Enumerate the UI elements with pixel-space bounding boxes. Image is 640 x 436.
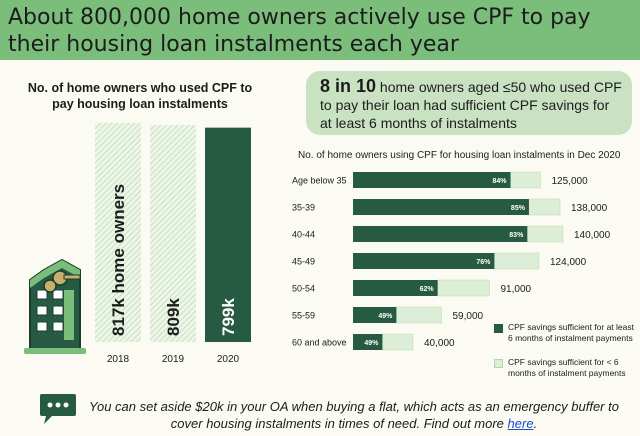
- chat-bubble-icon: [40, 394, 76, 424]
- x-tick-label: 2018: [107, 354, 130, 365]
- callout-text: 8 in 10 home owners aged ≤50 who used CP…: [320, 77, 624, 132]
- total-label: 91,000: [501, 284, 532, 295]
- right-chart-title: No. of home owners using CPF for housing…: [298, 150, 621, 161]
- total-label: 125,000: [552, 176, 589, 187]
- percent-label: 49%: [378, 313, 393, 320]
- total-label: 138,000: [571, 203, 608, 214]
- callout-box: 8 in 10 home owners aged ≤50 who used CP…: [306, 71, 632, 135]
- bar-2018: [95, 122, 141, 343]
- legend-label: CPF savings sufficient for < 6 months of…: [508, 357, 626, 378]
- bar-2020: [205, 127, 251, 342]
- bar-insufficient: [382, 333, 414, 351]
- bar-label: 809k: [164, 298, 183, 336]
- total-label: 59,000: [453, 311, 484, 322]
- percent-label: 83%: [509, 232, 524, 239]
- y-tick-label: 35-39: [292, 203, 315, 213]
- legend-swatch-dark: [494, 324, 503, 333]
- y-tick-label: 60 and above: [292, 338, 347, 348]
- x-tick-label: 2019: [162, 354, 185, 365]
- footer-body: You can set aside $20k in your OA when b…: [89, 399, 619, 431]
- building-with-key-icon: [24, 258, 86, 354]
- chart-legend: CPF savings sufficient for at least 6 mo…: [494, 322, 634, 392]
- find-out-more-link[interactable]: here: [507, 416, 534, 431]
- percent-label: 49%: [364, 340, 379, 347]
- bar-sufficient: [353, 280, 438, 296]
- bar-sufficient: [353, 199, 529, 215]
- y-tick-label: 55-59: [292, 311, 315, 321]
- bar-label: 817k home owners: [109, 184, 128, 336]
- total-label: 140,000: [574, 230, 611, 241]
- bar-2019: [150, 124, 196, 342]
- bar-insufficient: [437, 279, 490, 297]
- callout-highlight: 8 in 10: [320, 76, 377, 96]
- bar-insufficient: [494, 252, 540, 270]
- right-stacked-bar-chart: Age below 35 84% 125,000 35-39 85% 138,000 40-…: [292, 171, 611, 351]
- legend-item-insufficient: CPF savings sufficient for < 6 months of…: [494, 357, 634, 379]
- y-tick-label: Age below 35: [292, 176, 347, 186]
- percent-label: 84%: [492, 178, 507, 185]
- y-tick-label: 50-54: [292, 284, 315, 294]
- bar-sufficient: [353, 172, 511, 188]
- bar-sufficient: [353, 307, 397, 323]
- left-bar-chart: 817k home owners 2018 809k 2019 799k 2020: [24, 122, 251, 365]
- bar-insufficient: [396, 306, 442, 324]
- y-tick-label: 45-49: [292, 257, 315, 267]
- y-tick-label: 40-44: [292, 230, 315, 240]
- x-tick-label: 2020: [217, 354, 240, 365]
- left-chart-title: No. of home owners who used CPF to pay h…: [27, 81, 253, 111]
- bar-insufficient: [528, 198, 561, 216]
- bar-insufficient: [527, 225, 564, 243]
- title-banner: About 800,000 home owners actively use C…: [0, 0, 640, 60]
- page-title: About 800,000 home owners actively use C…: [8, 5, 591, 57]
- percent-label: 76%: [476, 259, 491, 266]
- bar-sufficient: [353, 334, 383, 350]
- bar-sufficient: [353, 226, 528, 242]
- legend-label: CPF savings sufficient for at least 6 mo…: [508, 322, 634, 343]
- footer-end: .: [533, 416, 538, 431]
- legend-item-sufficient: CPF savings sufficient for at least 6 mo…: [494, 322, 634, 344]
- percent-label: 62%: [420, 286, 435, 293]
- bar-sufficient: [353, 253, 495, 269]
- percent-label: 85%: [511, 205, 526, 212]
- total-label: 124,000: [550, 257, 587, 268]
- legend-swatch-light: [494, 359, 503, 368]
- footer-text: You can set aside $20k in your OA when b…: [84, 398, 624, 432]
- total-label: 40,000: [424, 338, 455, 349]
- bar-insufficient: [510, 171, 541, 189]
- bar-label: 799k: [219, 298, 238, 336]
- callout-body: home owners aged ≤50 who used CPF to pay…: [320, 79, 622, 131]
